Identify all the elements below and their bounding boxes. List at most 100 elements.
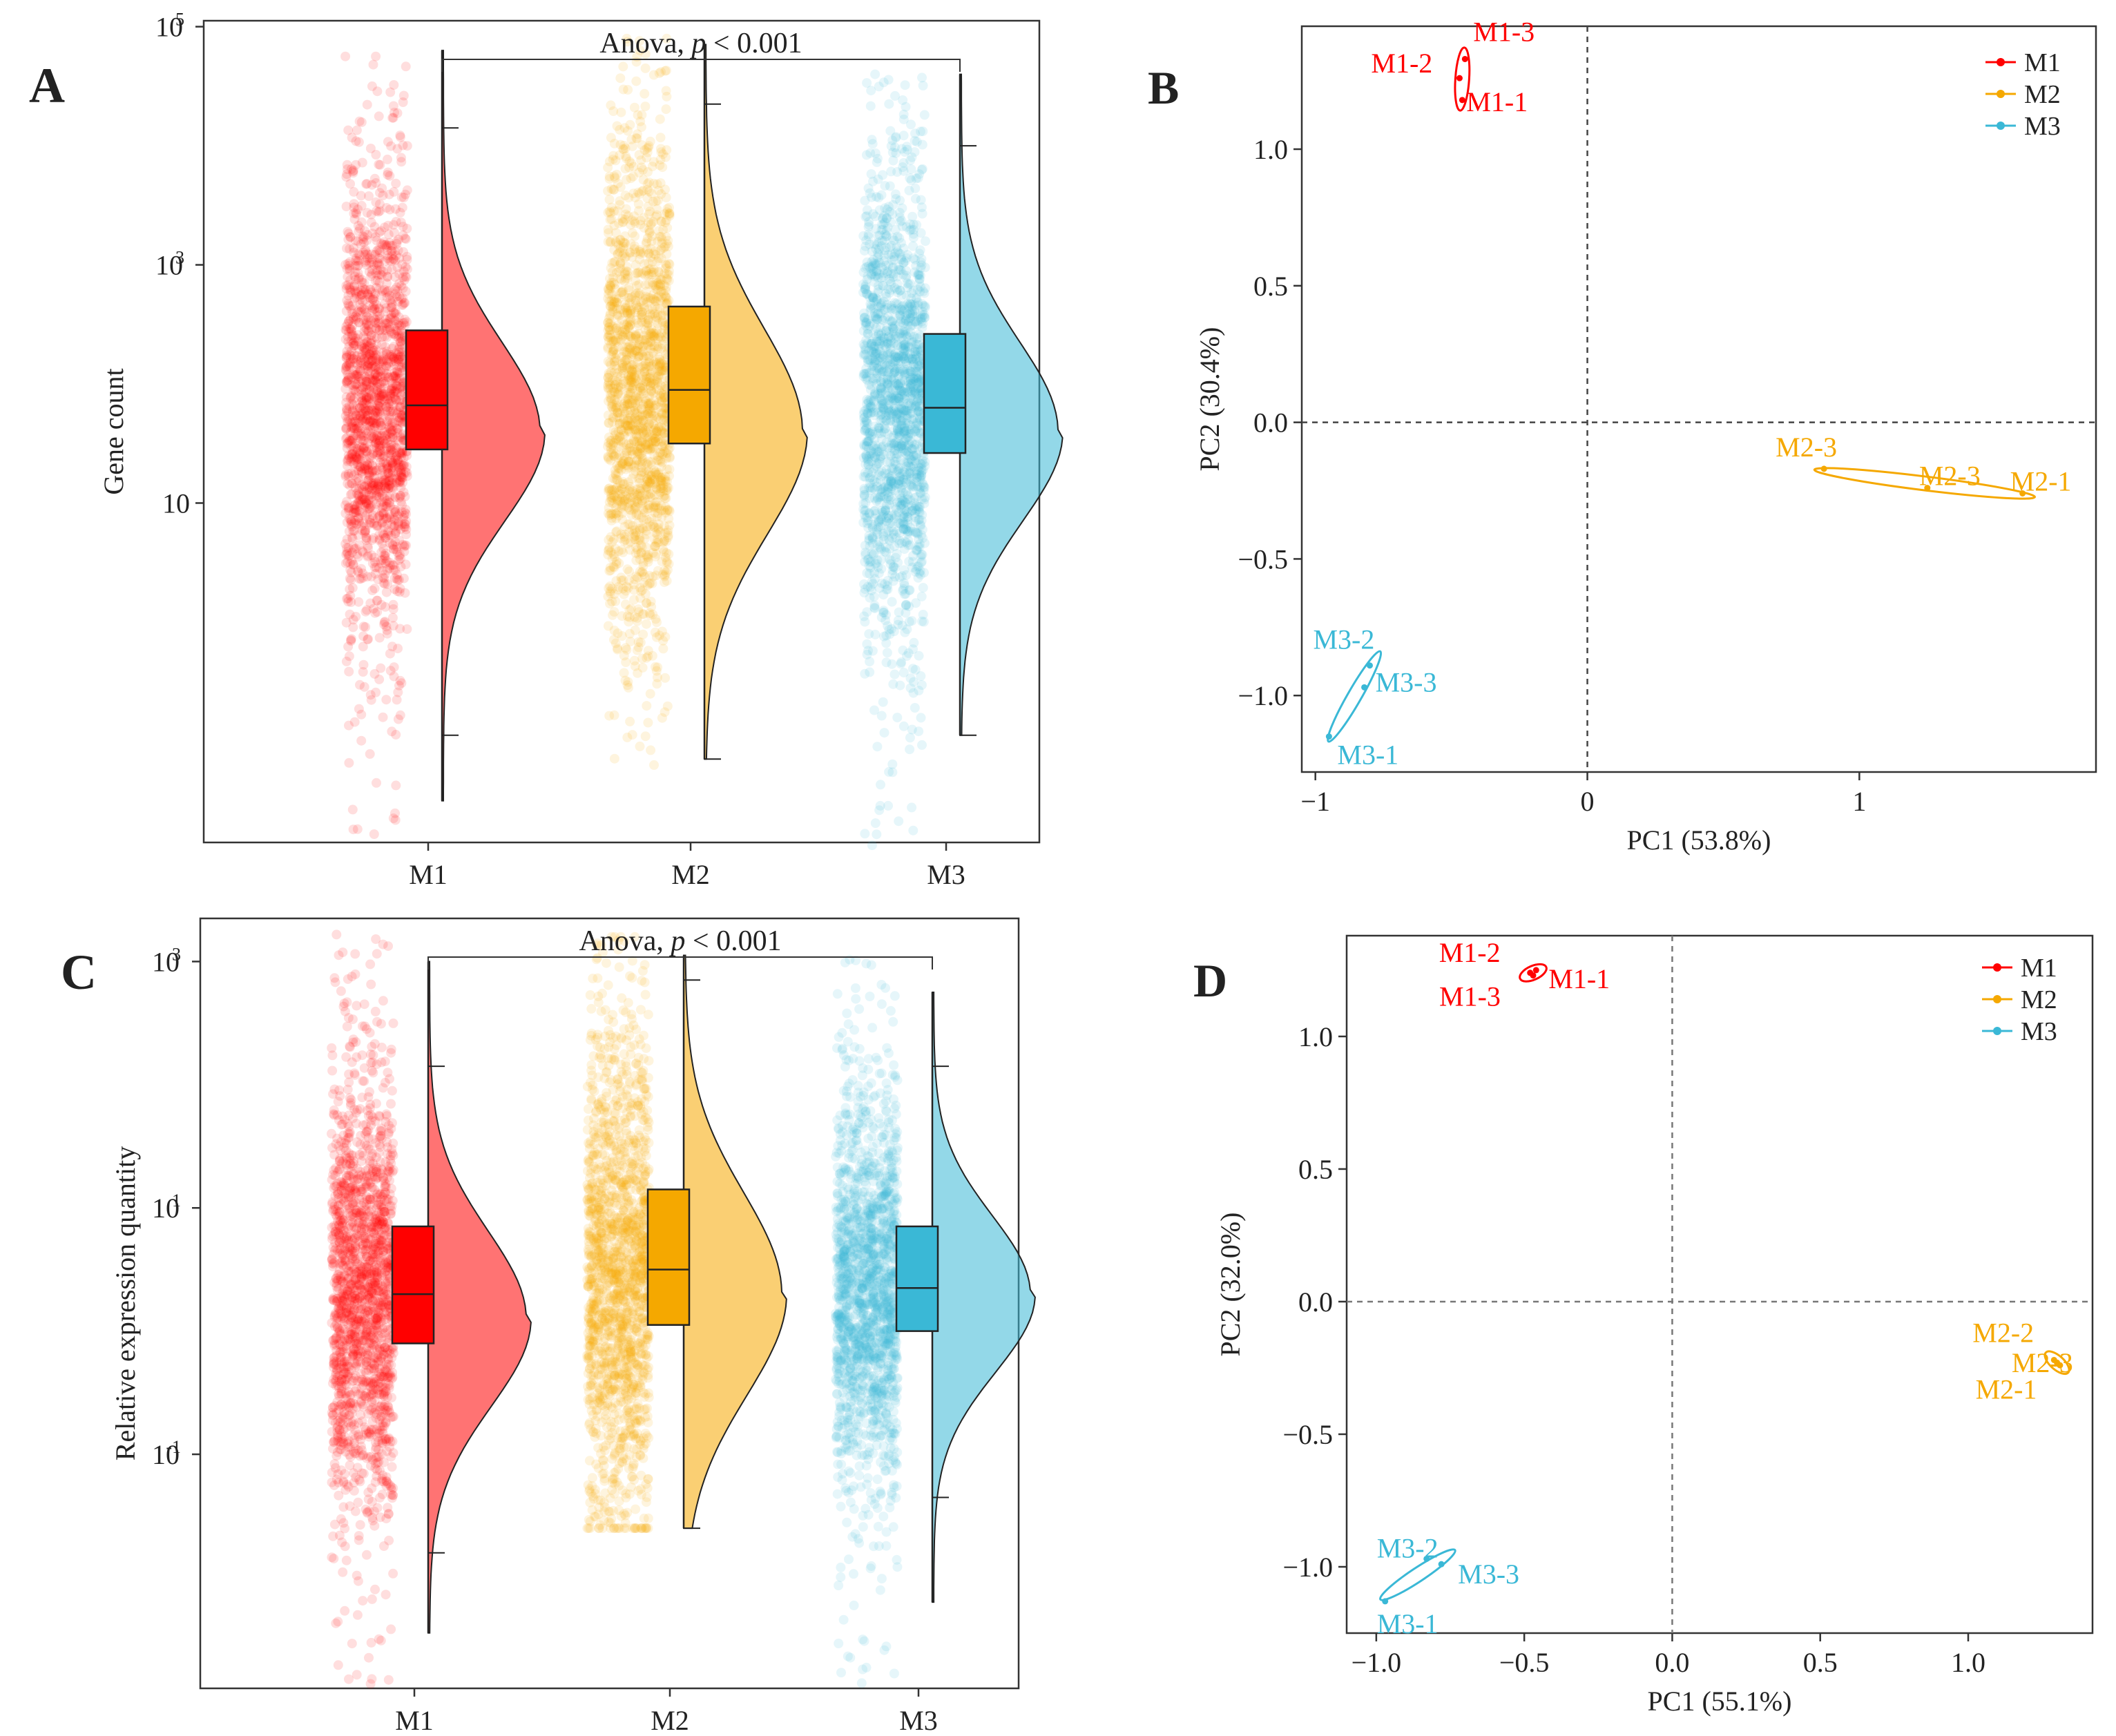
data-point	[621, 251, 631, 262]
data-point	[383, 435, 393, 445]
data-point	[377, 322, 387, 332]
data-point	[627, 228, 637, 238]
data-point	[919, 110, 930, 120]
data-point	[367, 345, 378, 356]
data-point	[608, 561, 619, 572]
data-point	[389, 372, 399, 383]
data-point	[358, 331, 369, 342]
data-point	[653, 523, 664, 533]
data-point	[347, 452, 357, 462]
data-point	[383, 167, 393, 177]
data-point	[389, 186, 399, 197]
data-point	[378, 528, 388, 539]
data-point	[397, 519, 407, 530]
data-point	[346, 516, 356, 526]
data-point	[605, 380, 615, 390]
data-point	[915, 245, 925, 255]
data-point	[655, 178, 666, 189]
group-m3: M3	[858, 69, 1064, 890]
data-point	[345, 635, 356, 645]
data-point	[882, 648, 892, 658]
data-point	[374, 199, 385, 209]
data-point	[396, 472, 406, 482]
data-point	[867, 646, 878, 656]
data-point	[376, 498, 386, 508]
data-point	[368, 495, 378, 505]
data-point	[641, 291, 651, 302]
data-point	[389, 253, 398, 264]
data-point	[866, 169, 876, 179]
data-point	[909, 637, 919, 648]
data-point	[641, 266, 651, 276]
data-point	[386, 458, 396, 468]
data-point	[376, 508, 387, 518]
data-point	[898, 645, 908, 655]
data-point	[397, 473, 407, 483]
data-point	[358, 667, 368, 677]
data-point	[865, 657, 875, 667]
data-point	[378, 572, 388, 583]
data-point	[650, 301, 660, 311]
data-point	[394, 402, 405, 412]
data-point	[387, 378, 397, 388]
data-point	[366, 695, 376, 705]
data-point	[349, 717, 360, 727]
data-point	[381, 459, 391, 468]
data-point	[347, 325, 357, 335]
data-point	[374, 674, 385, 684]
data-point	[396, 678, 407, 688]
data-point	[372, 382, 382, 392]
data-point	[342, 534, 352, 545]
group-m1: M1	[340, 50, 546, 890]
data-point	[626, 220, 636, 230]
data-point	[402, 251, 412, 262]
data-point	[402, 185, 412, 195]
data-point	[383, 526, 393, 537]
data-point	[664, 452, 675, 462]
data-point	[398, 318, 408, 328]
data-point	[367, 510, 378, 521]
data-point	[346, 436, 356, 446]
data-point	[643, 717, 653, 728]
data-point	[389, 316, 400, 325]
data-point	[648, 157, 659, 167]
data-point	[359, 345, 369, 356]
data-point	[382, 323, 392, 334]
data-point	[354, 448, 365, 459]
data-point	[393, 644, 403, 654]
data-point	[367, 558, 378, 568]
data-point	[637, 342, 648, 352]
data-point	[367, 444, 377, 454]
data-point	[378, 566, 388, 576]
data-point	[356, 480, 367, 490]
data-point	[396, 157, 407, 167]
data-point	[623, 413, 633, 423]
data-point	[636, 386, 646, 396]
data-point	[905, 733, 915, 743]
data-point	[655, 133, 666, 143]
data-point	[388, 113, 398, 123]
data-point	[369, 562, 380, 572]
data-point	[377, 518, 387, 528]
data-point	[639, 145, 650, 155]
data-point	[369, 351, 379, 361]
data-point	[345, 257, 355, 267]
data-point	[652, 617, 662, 628]
data-point	[626, 158, 637, 168]
data-point	[341, 617, 352, 628]
data-point	[656, 67, 666, 77]
data-point	[398, 97, 408, 107]
data-point	[401, 61, 411, 72]
data-point	[633, 572, 643, 583]
data-point	[632, 645, 642, 655]
data-point	[381, 303, 391, 314]
data-point	[372, 354, 382, 364]
data-point	[392, 354, 402, 364]
data-point	[389, 386, 399, 396]
data-point	[381, 695, 392, 705]
data-point	[383, 463, 393, 474]
data-point	[384, 563, 394, 574]
data-point	[401, 559, 411, 570]
data-point	[351, 543, 361, 554]
data-point	[390, 386, 401, 396]
